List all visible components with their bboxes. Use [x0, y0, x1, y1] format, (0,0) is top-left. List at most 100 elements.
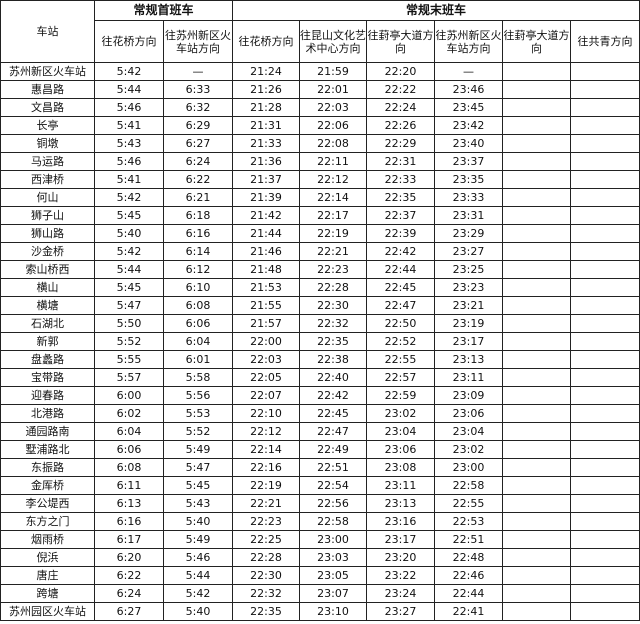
time-cell: 23:25: [434, 260, 504, 279]
time-cell: [570, 116, 640, 135]
time-cell: —: [434, 62, 504, 81]
time-cell: 6:18: [162, 206, 234, 225]
time-cell: 22:24: [366, 98, 436, 117]
time-cell: [502, 368, 572, 387]
time-cell: 23:04: [366, 422, 436, 441]
time-cell: [570, 206, 640, 225]
time-cell: 5:44: [162, 566, 234, 585]
time-cell: 21:33: [232, 134, 301, 153]
time-cell: 21:39: [232, 188, 301, 207]
table-row: 狮山路 5:40 6:16 21:44 22:19 22:39 23:29: [0, 224, 640, 243]
time-cell: 23:45: [434, 98, 504, 117]
time-cell: [502, 584, 572, 603]
time-cell: 23:09: [434, 386, 504, 405]
time-cell: [570, 242, 640, 261]
table-row: 马运路 5:46 6:24 21:36 22:11 22:31 23:37: [0, 152, 640, 171]
time-cell: 5:55: [94, 350, 164, 369]
time-cell: 23:11: [366, 476, 436, 495]
time-cell: [570, 296, 640, 315]
time-cell: [570, 494, 640, 513]
time-cell: 22:07: [232, 386, 301, 405]
time-cell: 23:02: [434, 440, 504, 459]
time-cell: [570, 512, 640, 531]
time-cell: [502, 476, 572, 495]
table-row: 跨塘 6:24 5:42 22:32 23:07 23:24 22:44: [0, 584, 640, 603]
time-cell: 6:16: [162, 224, 234, 243]
time-cell: 5:47: [162, 458, 234, 477]
time-cell: 23:23: [434, 278, 504, 297]
station-name: 沙金桥: [0, 242, 95, 261]
time-cell: 22:11: [299, 152, 368, 171]
table-row: 新郭 5:52 6:04 22:00 22:35 22:52 23:17: [0, 332, 640, 351]
time-cell: [570, 260, 640, 279]
time-cell: 6:20: [94, 548, 164, 567]
time-cell: 22:35: [299, 332, 368, 351]
time-cell: [502, 80, 572, 99]
time-cell: 5:40: [162, 512, 234, 531]
time-cell: [570, 224, 640, 243]
time-cell: 6:10: [162, 278, 234, 297]
time-cell: 5:41: [94, 170, 164, 189]
time-cell: 6:24: [94, 584, 164, 603]
time-cell: 22:05: [232, 368, 301, 387]
station-name: 北港路: [0, 404, 95, 423]
time-cell: 5:57: [94, 368, 164, 387]
time-cell: [502, 260, 572, 279]
time-cell: 22:19: [232, 476, 301, 495]
time-cell: 6:13: [94, 494, 164, 513]
time-cell: [570, 350, 640, 369]
time-cell: 6:08: [162, 296, 234, 315]
station-name: 狮子山: [0, 206, 95, 225]
time-cell: 6:27: [162, 134, 234, 153]
table-row: 东振路 6:08 5:47 22:16 22:51 23:08 23:00: [0, 458, 640, 477]
station-name: 横山: [0, 278, 95, 297]
time-cell: 23:19: [434, 314, 504, 333]
time-cell: [570, 314, 640, 333]
station-name: 通园路南: [0, 422, 95, 441]
time-cell: 22:49: [299, 440, 368, 459]
time-cell: [570, 602, 640, 621]
time-cell: 22:23: [232, 512, 301, 531]
time-cell: [570, 440, 640, 459]
station-name: 苏州新区火车站: [0, 62, 95, 81]
time-cell: [502, 332, 572, 351]
time-cell: [570, 62, 640, 81]
time-cell: 22:40: [299, 368, 368, 387]
time-cell: [502, 134, 572, 153]
time-cell: 22:17: [299, 206, 368, 225]
time-cell: 21:24: [232, 62, 301, 81]
time-cell: 6:29: [162, 116, 234, 135]
time-cell: [502, 188, 572, 207]
time-cell: 5:41: [94, 116, 164, 135]
time-cell: 23:00: [434, 458, 504, 477]
time-cell: 22:20: [366, 62, 436, 81]
time-cell: [570, 278, 640, 297]
time-cell: 22:48: [434, 548, 504, 567]
time-cell: [570, 152, 640, 171]
time-cell: 22:16: [232, 458, 301, 477]
time-cell: 22:19: [299, 224, 368, 243]
time-cell: 22:32: [299, 314, 368, 333]
time-cell: 6:04: [94, 422, 164, 441]
time-cell: 22:45: [299, 404, 368, 423]
table-row: 墅浦路北 6:06 5:49 22:14 22:49 23:06 23:02: [0, 440, 640, 459]
time-cell: 5:40: [94, 224, 164, 243]
station-name: 铜墩: [0, 134, 95, 153]
last-train-col-header: 往花桥方向: [232, 20, 301, 63]
time-cell: 5:56: [162, 386, 234, 405]
time-cell: 22:35: [366, 188, 436, 207]
time-cell: 6:14: [162, 242, 234, 261]
time-cell: 21:57: [232, 314, 301, 333]
time-cell: 22:23: [299, 260, 368, 279]
time-cell: 22:21: [232, 494, 301, 513]
first-train-col-header: 往苏州新区火车站方向: [162, 20, 234, 63]
time-cell: 22:38: [299, 350, 368, 369]
station-name: 马运路: [0, 152, 95, 171]
station-name: 东方之门: [0, 512, 95, 531]
time-cell: 23:13: [434, 350, 504, 369]
station-name: 西津桥: [0, 170, 95, 189]
time-cell: 21:36: [232, 152, 301, 171]
table-row: 横塘 5:47 6:08 21:55 22:30 22:47 23:21: [0, 296, 640, 315]
time-cell: 6:24: [162, 152, 234, 171]
time-cell: 22:06: [299, 116, 368, 135]
